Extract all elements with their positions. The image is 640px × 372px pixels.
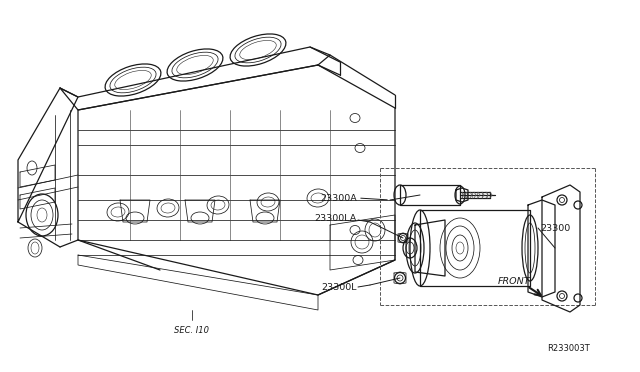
Text: 23300: 23300	[540, 224, 570, 232]
Text: FRONT: FRONT	[498, 278, 531, 286]
Text: R233003T: R233003T	[547, 344, 590, 353]
Text: 23300L: 23300L	[321, 282, 357, 292]
Text: 23300A: 23300A	[320, 193, 357, 202]
Text: SEC. I10: SEC. I10	[175, 326, 209, 335]
Text: 23300LA: 23300LA	[315, 214, 357, 222]
